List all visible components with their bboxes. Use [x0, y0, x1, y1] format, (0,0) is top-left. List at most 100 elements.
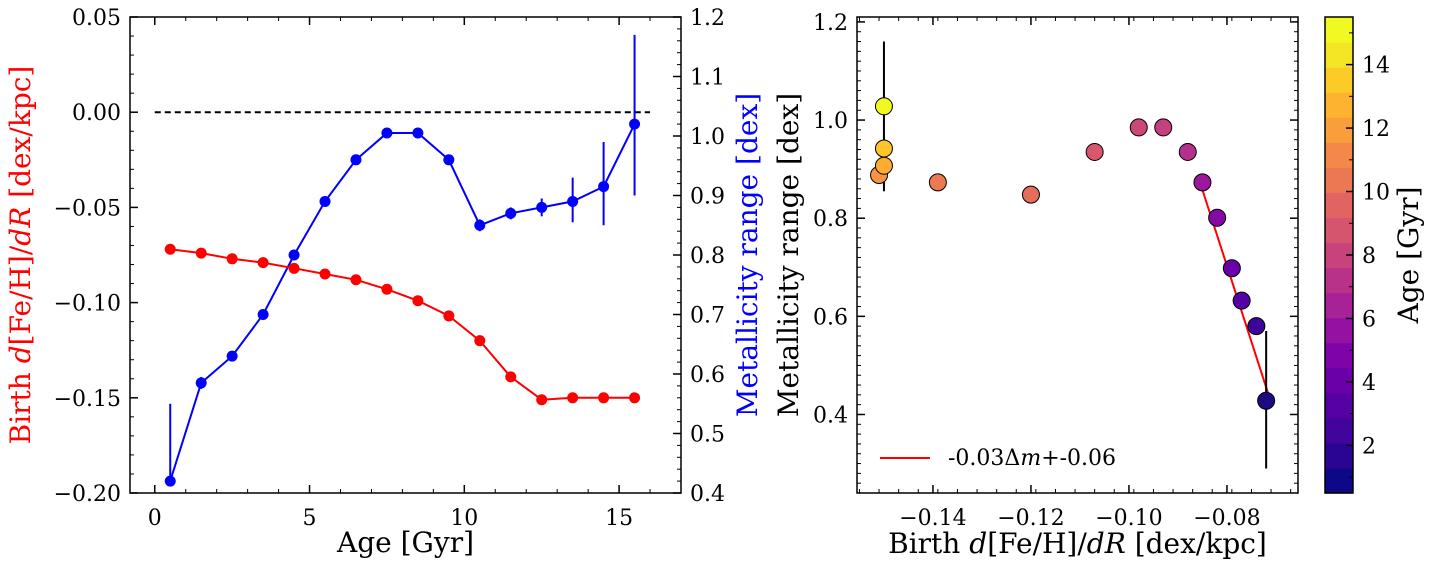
x-tick-label: −0.08	[1193, 506, 1260, 531]
y-right-tick-label: 1.0	[690, 125, 725, 150]
y-tick-label: 0.8	[813, 207, 848, 232]
colorbar-band	[1325, 117, 1353, 143]
metallicity-range-point	[474, 219, 486, 231]
scatter-point	[874, 139, 893, 158]
y-right-tick-label: 0.7	[690, 304, 725, 329]
scatter-point	[1021, 185, 1040, 204]
colorbar-tick-label: 12	[1362, 117, 1390, 142]
colorbar-band	[1325, 217, 1353, 244]
colorbar-band	[1325, 442, 1353, 469]
colorbar-band	[1325, 67, 1353, 93]
left-panel: 0 5 10 15 −0.20 −0.15 −0.10 −0.05 0.00 0.05 0.4 0.5…	[4, 6, 764, 559]
birth-gradient-point	[319, 268, 331, 280]
y-right-tick-label: 0.5	[690, 423, 725, 448]
right-panel-ticks: −0.14 −0.12 −0.10 −0.08 0.4 0.6 0.8 1.0 1.2	[813, 11, 1298, 531]
right-y-axis-label-scatter: Metallicity range [dex]	[772, 93, 805, 417]
metallicity-range-series	[164, 34, 641, 487]
y-right-tick-label: 1.2	[690, 6, 725, 31]
metallicity-range-point	[226, 350, 238, 362]
colorbar-label: Age [Gyr]	[1392, 186, 1425, 324]
scatter-point	[874, 97, 893, 116]
colorbar-tick-label: 2	[1362, 434, 1376, 459]
birth-gradient-point	[257, 257, 269, 269]
y-left-tick-label: −0.10	[54, 292, 121, 317]
birth-gradient-point	[505, 371, 517, 383]
y-left-tick-label: −0.20	[54, 482, 121, 507]
y-left-tick-label: 0.00	[72, 101, 121, 126]
birth-gradient-point	[381, 283, 393, 295]
y-left-tick-label: −0.15	[54, 387, 121, 412]
y-tick-label: 0.6	[813, 305, 848, 330]
metallicity-range-point	[257, 309, 269, 320]
birth-gradient-point	[443, 310, 455, 322]
colorbar-band	[1325, 342, 1353, 369]
birth-gradient-line	[170, 248, 635, 401]
scatter-point	[1178, 142, 1197, 161]
colorbar-tick-label: 4	[1362, 371, 1376, 396]
birth-gradient-point	[629, 392, 641, 404]
right-panel: −0.14 −0.12 −0.10 −0.08 0.4 0.6 0.8 1.0 1.2 -0.0…	[772, 11, 1299, 560]
colorbar-tick-label: 6	[1362, 307, 1376, 332]
colorbar-band	[1325, 192, 1353, 219]
colorbar-tick-label: 10	[1362, 181, 1390, 206]
y-left-tick-label: −0.05	[54, 196, 121, 221]
scatter-point	[1085, 142, 1104, 161]
right-plot-frame	[856, 16, 1299, 494]
metallicity-range-point	[381, 127, 393, 139]
birth-gradient-point	[164, 243, 176, 255]
scatter-point	[1208, 208, 1227, 227]
right-x-axis-label: Birth d[Fe/H]/dR [dex/kpc]	[888, 527, 1267, 560]
scatter-point	[1232, 291, 1251, 310]
metallicity-range-point	[505, 207, 517, 219]
scatter-point	[874, 156, 893, 175]
y-left-tick-label: 0.05	[72, 6, 121, 31]
x-tick-label: 0	[148, 506, 162, 531]
scatter-point	[1222, 259, 1241, 278]
y-tick-label: 1.2	[813, 11, 848, 36]
right-y-axis-label: Metallicity range [dex]	[731, 93, 764, 417]
metallicity-range-point	[412, 127, 424, 139]
colorbar-band	[1325, 417, 1353, 444]
metallicity-range-point	[195, 377, 207, 389]
birth-gradient-point	[195, 247, 207, 259]
scatter-point	[1247, 317, 1266, 336]
colorbar-band	[1325, 92, 1353, 118]
metallicity-range-point	[536, 201, 548, 213]
y-right-tick-label: 0.6	[690, 363, 725, 388]
scatter-error-bars	[882, 41, 1268, 469]
y-tick-label: 0.4	[813, 403, 848, 428]
y-tick-label: 1.0	[813, 109, 848, 134]
colorbar-band	[1325, 467, 1353, 494]
birth-gradient-point	[288, 262, 300, 274]
metallicity-range-line	[169, 123, 636, 482]
x-tick-label: −0.10	[1095, 506, 1162, 531]
colorbar-band	[1325, 167, 1353, 193]
metallicity-range-point	[164, 475, 176, 487]
scatter-point	[928, 173, 947, 192]
birth-gradient-point	[598, 392, 610, 404]
y-right-tick-label: 0.9	[690, 185, 725, 210]
colorbar-ticks: 2 4 6 8 10 12 14	[1346, 32, 1390, 478]
metallicity-range-point	[288, 249, 300, 261]
left-y-axis-label: Birth d[Fe/H]/dR [dex/kpc]	[4, 66, 37, 445]
left-panel-ticks: 0 5 10 15 −0.20 −0.15 −0.10 −0.05 0.00 0.05 0.4 0.5…	[54, 6, 725, 531]
metallicity-range-point	[319, 195, 331, 207]
metallicity-range-point	[567, 195, 579, 207]
birth-gradient-point	[474, 335, 486, 347]
colorbar-bands	[1325, 17, 1353, 494]
y-right-tick-label: 1.1	[690, 66, 725, 91]
birth-gradient-point	[536, 394, 548, 406]
metallicity-range-point	[350, 154, 362, 166]
colorbar-band	[1325, 392, 1353, 419]
legend-label: -0.03Δm+-0.06	[948, 446, 1116, 471]
colorbar-band	[1325, 17, 1353, 43]
colorbar-band	[1325, 267, 1353, 294]
x-tick-label: 5	[303, 506, 317, 531]
colorbar-tick-label: 8	[1362, 244, 1376, 269]
colorbar-band	[1325, 142, 1353, 168]
x-tick-label: −0.12	[997, 506, 1064, 531]
birth-gradient-point	[350, 274, 362, 286]
scatter-point	[1257, 391, 1276, 410]
colorbar: 2 4 6 8 10 12 14 Age [Gyr]	[1324, 16, 1425, 494]
colorbar-tick-label: 14	[1362, 54, 1390, 79]
